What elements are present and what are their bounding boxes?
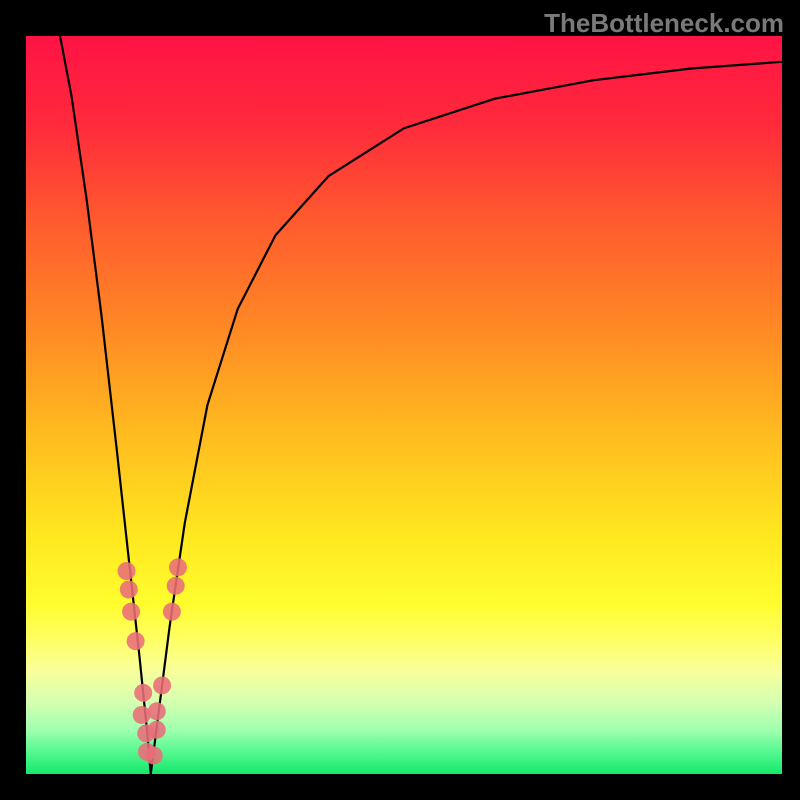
data-point [148,721,166,739]
data-point [148,702,166,720]
data-point [145,747,163,765]
data-point [120,581,138,599]
data-point [127,632,145,650]
data-point [169,558,187,576]
data-point [133,706,151,724]
data-point [118,562,136,580]
watermark-text: TheBottleneck.com [544,8,784,39]
data-point [134,684,152,702]
data-point [167,577,185,595]
data-point [153,676,171,694]
plot-area [26,36,782,774]
data-point [122,603,140,621]
data-point [163,603,181,621]
chart-svg [26,36,782,774]
chart-container: TheBottleneck.com [0,0,800,800]
